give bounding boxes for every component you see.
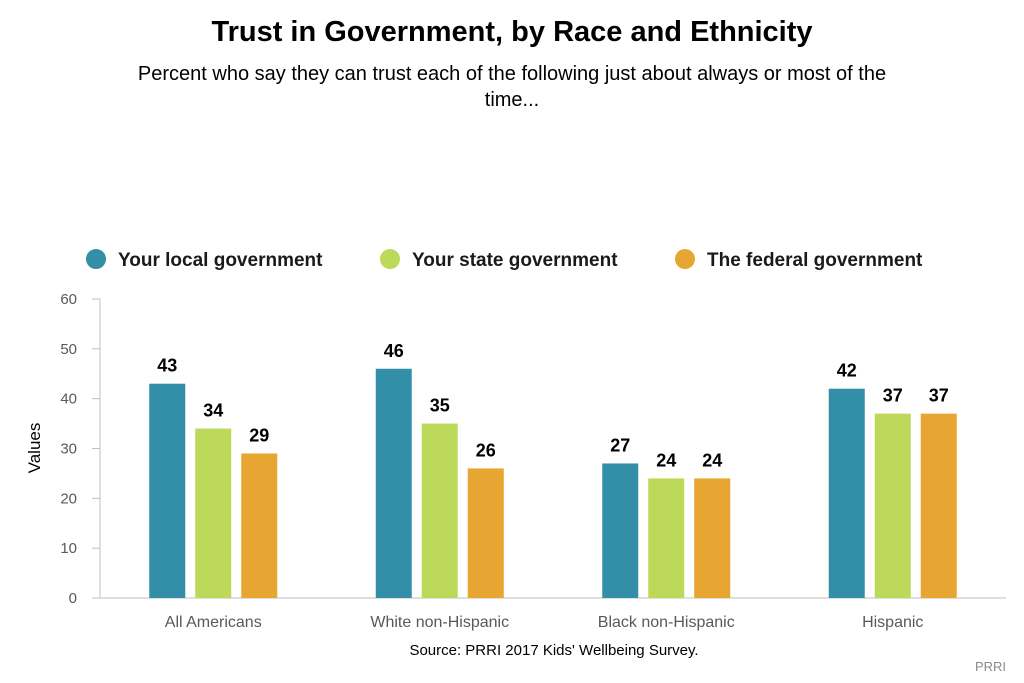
y-tick-label: 60 — [60, 291, 77, 308]
chart-legend: Your local government Your state governme… — [86, 249, 923, 271]
x-category-label: Black non-Hispanic — [598, 614, 735, 631]
bar-value-label: 26 — [476, 440, 496, 460]
bar-value-label: 42 — [837, 361, 857, 381]
bar-value-label: 37 — [883, 386, 903, 406]
chart-source: Source: PRRI 2017 Kids' Wellbeing Survey… — [409, 642, 698, 659]
bar-value-label: 29 — [249, 425, 269, 445]
legend-label: The federal government — [707, 250, 923, 271]
bar-value-label: 37 — [929, 386, 949, 406]
legend-label: Your state government — [412, 250, 618, 271]
bar — [421, 423, 458, 598]
y-tick-label: 0 — [69, 590, 77, 607]
bar-value-label: 35 — [430, 396, 450, 416]
x-category-label: Hispanic — [862, 614, 923, 631]
bar — [195, 428, 232, 598]
bar — [648, 478, 685, 598]
bar — [241, 453, 278, 598]
y-axis: 0 10 20 30 40 50 60 — [60, 291, 101, 607]
data-labels-group: 43 46 27 42 34 35 24 37 29 26 24 37 — [157, 341, 949, 471]
bar-value-label: 27 — [610, 435, 630, 455]
chart-credit: PRRI — [975, 659, 1006, 674]
bar-value-label: 24 — [656, 450, 676, 470]
bar-value-label: 46 — [384, 341, 404, 361]
legend-marker — [86, 249, 106, 269]
y-tick-label: 10 — [60, 540, 77, 557]
bars-group — [149, 368, 957, 598]
bar-value-label: 24 — [702, 450, 722, 470]
chart-title: Trust in Government, by Race and Ethnici… — [211, 16, 812, 48]
legend-marker — [380, 249, 400, 269]
bar — [467, 468, 504, 598]
x-category-label: All Americans — [165, 614, 262, 631]
bar — [920, 413, 957, 598]
y-tick-label: 50 — [60, 341, 77, 358]
y-tick-label: 40 — [60, 391, 77, 408]
chart-subtitle-line-2: time... — [485, 89, 539, 111]
x-category-label: White non-Hispanic — [370, 614, 509, 631]
y-tick-label: 20 — [60, 490, 77, 507]
bar — [828, 388, 865, 598]
bar-value-label: 43 — [157, 356, 177, 376]
bar-value-label: 34 — [203, 401, 223, 421]
legend-marker — [675, 249, 695, 269]
y-tick-label: 30 — [60, 441, 77, 458]
chart-subtitle-line-1: Percent who say they can trust each of t… — [138, 63, 886, 85]
bar — [149, 383, 186, 598]
legend-label: Your local government — [118, 250, 323, 271]
bar — [602, 463, 639, 598]
bar — [874, 413, 911, 598]
bar — [694, 478, 731, 598]
x-axis: All Americans White non-Hispanic Black non… — [100, 597, 1006, 631]
bar — [375, 368, 412, 598]
y-axis-title: Values — [25, 423, 44, 474]
